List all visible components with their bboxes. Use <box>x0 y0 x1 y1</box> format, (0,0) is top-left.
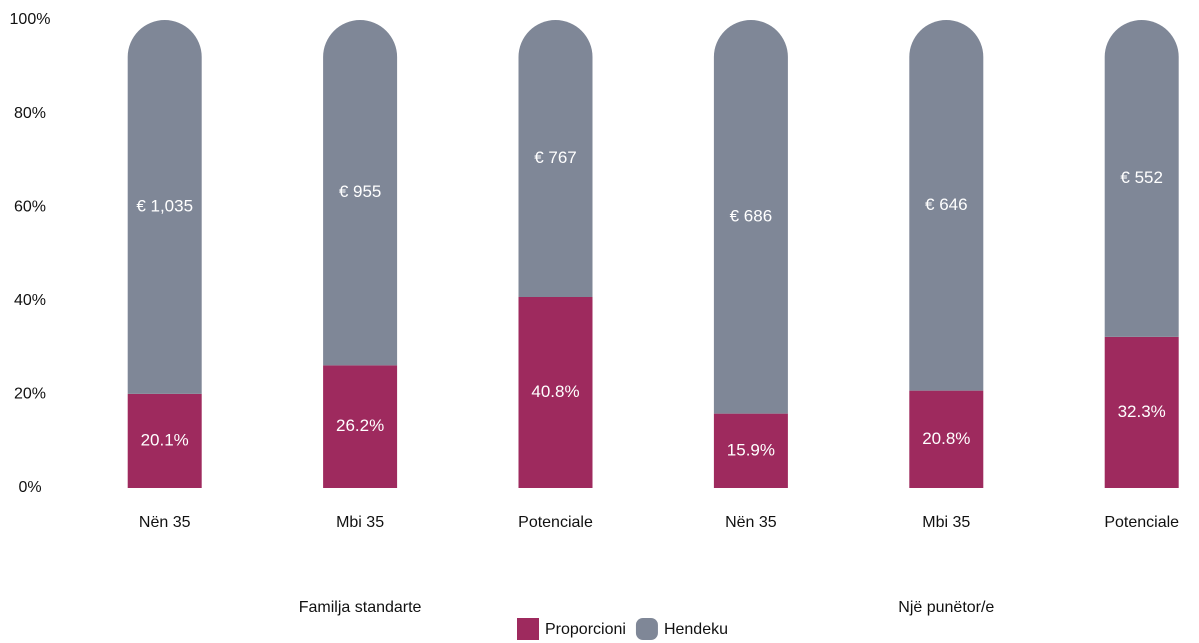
data-label: € 767 <box>534 148 577 167</box>
data-label: € 955 <box>339 182 382 201</box>
y-tick-label: 40% <box>14 292 46 309</box>
group-label: Familja standarte <box>299 599 422 616</box>
y-tick-label: 100% <box>10 11 51 28</box>
data-label: 40.8% <box>531 382 579 401</box>
y-tick-label: 60% <box>14 198 46 215</box>
bar-segment <box>323 365 398 488</box>
x-tick-label: Nën 35 <box>725 514 777 531</box>
data-label: 20.8% <box>922 429 970 448</box>
data-label: 26.2% <box>336 416 384 435</box>
bar-segment <box>127 20 202 394</box>
x-tick-label: Mbi 35 <box>336 514 384 531</box>
x-tick-label: Mbi 35 <box>922 514 970 531</box>
data-label: 15.9% <box>727 440 775 459</box>
y-tick-label: 20% <box>14 386 46 403</box>
bar-segment <box>127 393 202 488</box>
legend-swatch <box>635 618 658 640</box>
data-label: € 686 <box>730 206 773 225</box>
bar-segment <box>1104 20 1179 337</box>
data-label: 32.3% <box>1118 402 1166 421</box>
bar-segment <box>909 20 984 391</box>
legend-label: Proporcioni <box>545 621 626 638</box>
y-tick-label: 80% <box>14 105 46 122</box>
bar-segment <box>323 20 398 366</box>
x-tick-label: Potenciale <box>518 514 593 531</box>
bar-segment <box>518 20 593 298</box>
x-tick-label: Potenciale <box>1104 514 1179 531</box>
bar-segment <box>518 297 593 488</box>
bar-segment <box>713 413 788 488</box>
data-label: 20.1% <box>141 430 189 449</box>
group-label: Një punëtor/e <box>898 599 994 616</box>
legend-swatch <box>517 618 539 640</box>
y-tick-label: 0% <box>18 479 41 496</box>
bar-segment <box>713 20 788 414</box>
legend-label: Hendeku <box>664 621 728 638</box>
data-label: € 646 <box>925 195 968 214</box>
x-tick-label: Nën 35 <box>139 514 191 531</box>
data-label: € 552 <box>1120 168 1163 187</box>
bar-segment <box>909 390 984 488</box>
data-label: € 1,035 <box>136 196 193 215</box>
bar-segment <box>1104 336 1179 488</box>
